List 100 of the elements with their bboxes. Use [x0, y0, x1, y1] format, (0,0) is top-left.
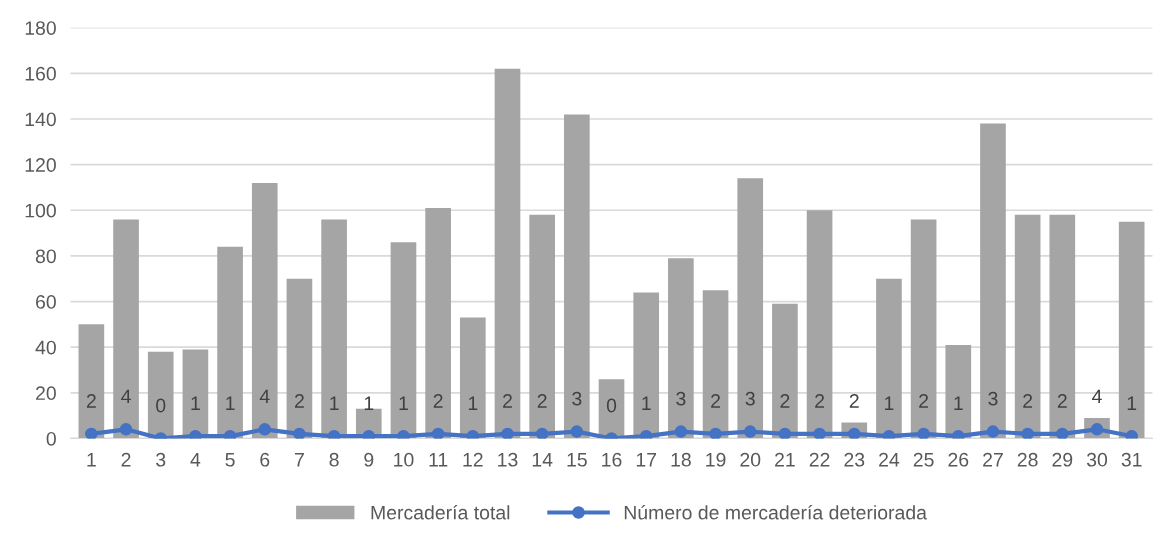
- legend-label: Número de mercadería deteriorada: [624, 505, 927, 520]
- data-label: 1: [399, 396, 408, 410]
- bar: [876, 278, 902, 439]
- x-tick-label: 27: [983, 452, 1003, 467]
- data-label: 2: [919, 394, 929, 408]
- data-label: 2: [1023, 394, 1033, 408]
- data-label: 2: [295, 394, 304, 408]
- data-label: 1: [642, 396, 651, 410]
- y-tick-label: 100: [25, 203, 56, 218]
- data-label: 1: [330, 396, 339, 410]
- x-tick-label: 19: [706, 452, 726, 467]
- x-tick-label: 25: [913, 452, 934, 467]
- bar: [286, 278, 313, 439]
- bar: [494, 68, 521, 439]
- data-label: 2: [537, 394, 547, 408]
- x-tick-label: 8: [329, 452, 339, 467]
- data-label: 3: [988, 391, 998, 406]
- x-tick-label: 7: [295, 453, 304, 467]
- data-label: 2: [815, 394, 825, 408]
- x-tick-label: 31: [1121, 452, 1142, 467]
- x-tick-label: 11: [429, 453, 448, 467]
- x-tick-label: 14: [532, 453, 553, 467]
- bar: [147, 351, 174, 439]
- bar: [425, 208, 451, 439]
- y-tick-label: 20: [36, 386, 56, 401]
- x-tick-label: 4: [190, 453, 201, 467]
- bar: [78, 324, 105, 439]
- bar: [321, 219, 347, 439]
- bar: [945, 344, 972, 439]
- bar: [702, 290, 729, 439]
- bar: [459, 317, 486, 439]
- x-tick-label: 12: [463, 452, 483, 467]
- bar: [1118, 221, 1145, 439]
- y-tick-label: 160: [25, 66, 56, 81]
- legend-label: Mercadería total: [371, 505, 510, 520]
- bar: [1014, 214, 1041, 439]
- x-tick-label: 16: [602, 452, 622, 467]
- data-label: 4: [121, 389, 131, 404]
- bar: [598, 379, 625, 439]
- x-tick-label: 3: [156, 452, 166, 467]
- x-tick-label: 28: [1017, 452, 1038, 467]
- x-tick-label: 2: [121, 452, 131, 467]
- y-tick-label: 60: [36, 295, 56, 309]
- bar: [633, 292, 660, 439]
- bar: [217, 246, 243, 439]
- data-label: 2: [1057, 394, 1067, 408]
- x-tick-label: 5: [225, 453, 235, 467]
- x-tick-label: 24: [879, 452, 900, 467]
- bar: [390, 242, 417, 439]
- data-label: 2: [86, 394, 96, 408]
- y-tick-label: 180: [25, 21, 56, 35]
- data-label: 2: [711, 394, 720, 408]
- x-tick-label: 30: [1086, 452, 1108, 467]
- x-tick-label: 15: [567, 453, 587, 467]
- data-label: 3: [676, 391, 686, 406]
- data-label: 2: [849, 394, 859, 408]
- bar: [529, 214, 555, 439]
- data-label: 1: [468, 396, 478, 410]
- x-tick-label: 22: [809, 452, 830, 467]
- bar: [737, 178, 764, 439]
- data-label: 2: [780, 394, 790, 408]
- bar: [1049, 214, 1076, 439]
- data-label: 4: [1092, 389, 1102, 404]
- data-label: 3: [572, 391, 582, 406]
- bar: [564, 114, 590, 439]
- bar: [910, 219, 937, 439]
- x-tick-label: 1: [87, 453, 96, 467]
- data-label: 0: [156, 398, 166, 413]
- x-tick-label: 10: [394, 452, 414, 467]
- bar: [772, 303, 798, 439]
- x-tick-label: 13: [498, 452, 518, 467]
- bar: [668, 258, 694, 439]
- data-label: 3: [745, 391, 755, 406]
- data-label: 2: [433, 394, 443, 408]
- x-tick-label: 9: [364, 452, 374, 467]
- y-tick-label: 0: [46, 431, 56, 446]
- bar: [980, 123, 1006, 439]
- data-label: 1: [191, 396, 200, 410]
- y-tick-label: 40: [35, 340, 56, 355]
- data-label: 1: [226, 396, 235, 410]
- data-label: 1: [364, 396, 374, 410]
- x-tick-label: 17: [636, 453, 657, 467]
- x-tick-label: 26: [948, 452, 969, 467]
- data-label: 0: [606, 398, 617, 413]
- x-tick-label: 6: [260, 452, 270, 467]
- y-tick-label: 80: [35, 249, 56, 264]
- y-tick-label: 140: [25, 112, 56, 127]
- data-label: 4: [259, 389, 270, 404]
- data-label: 2: [503, 394, 512, 408]
- y-tick-label: 120: [25, 158, 56, 172]
- x-tick-label: 21: [775, 452, 795, 467]
- bar: [113, 219, 139, 439]
- x-tick-label: 18: [671, 452, 691, 467]
- data-label: 1: [885, 396, 894, 410]
- data-label: 1: [1127, 396, 1137, 410]
- x-tick-label: 23: [844, 452, 865, 467]
- x-tick-label: 29: [1052, 452, 1073, 467]
- bar: [251, 182, 278, 439]
- data-label: 1: [954, 396, 963, 410]
- bar: [806, 210, 833, 439]
